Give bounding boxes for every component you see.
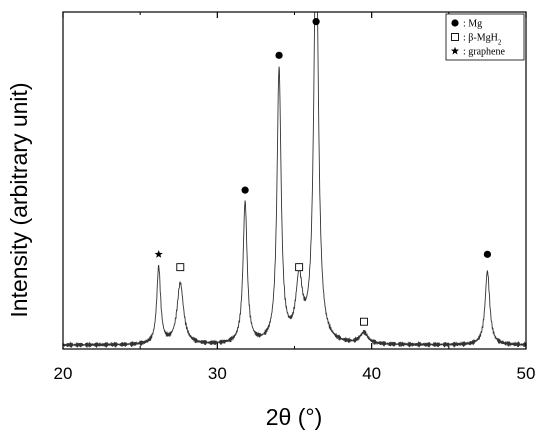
axes: 20 30 40 50 [54,11,536,383]
peak-marker-filled-circle [275,51,283,59]
legend-label: : Mg [463,19,482,30]
peak-markers [154,18,492,326]
legend-label: : graphene [463,47,505,58]
y-axis-title: Intensity (arbitrary unit) [6,82,32,317]
legend-label: : β-MgH2 [463,33,502,47]
peak-marker-filled-circle [483,250,492,258]
x-tick-label: 20 [54,364,73,383]
peak-marker-open-square [295,263,304,272]
plot-area [63,12,526,349]
peak-marker-star [154,250,163,258]
legend-box [445,13,525,61]
peak-marker-open-square [176,263,185,272]
legend-filled-circle-icon [451,19,459,27]
peak-marker-open-square [360,317,368,326]
legend: : Mg : β-MgH2: graphene [445,13,525,61]
legend-star-icon [450,46,460,55]
peak-marker-filled-circle [241,186,249,194]
x-axis-title: 2θ (°) [266,404,323,430]
peak-marker-filled-circle [312,18,320,26]
xrd-trace [63,12,526,349]
legend-open-square-icon [451,33,459,41]
x-tick-label: 30 [208,364,227,383]
x-tick-label: 50 [517,364,536,383]
x-tick-label: 40 [362,364,381,383]
plot-frame [62,11,527,350]
